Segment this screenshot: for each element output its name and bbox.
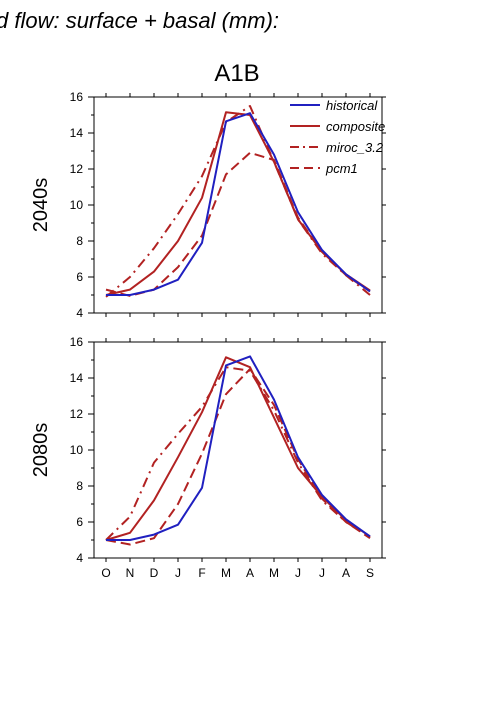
series-line-historical	[106, 355, 371, 541]
y-tick-label: 16	[70, 90, 84, 104]
y-tick-label: 16	[70, 335, 84, 349]
y-tick-label: 12	[70, 162, 84, 176]
series-line-miroc_3.2	[105, 366, 371, 541]
x-tick-label: D	[150, 566, 159, 580]
y-tick-label: 10	[70, 443, 84, 457]
y-tick-label: 6	[76, 515, 83, 529]
legend-label-historical: historical	[326, 98, 378, 113]
x-tick-label: N	[126, 566, 135, 580]
series-line-pcm1	[105, 368, 371, 546]
series-line-composite	[105, 356, 371, 541]
series-line-historical	[106, 112, 371, 296]
legend-label-pcm1: pcm1	[325, 161, 358, 176]
series-line-miroc_3.2	[105, 105, 371, 298]
y-tick-label: 8	[76, 479, 83, 493]
y-tick-label: 14	[70, 371, 84, 385]
legend-label-miroc_3.2: miroc_3.2	[326, 140, 384, 155]
x-tick-label: J	[295, 566, 301, 580]
plot-frame	[93, 341, 383, 559]
legend: historical composite miroc_3.2 pcm1	[290, 98, 385, 176]
x-tick-label: S	[366, 566, 374, 580]
x-tick-label: F	[198, 566, 205, 580]
x-tick-label: O	[101, 566, 110, 580]
y-tick-label: 12	[70, 407, 84, 421]
x-tick-label: M	[269, 566, 279, 580]
panel-label: 2080s	[30, 423, 52, 478]
figure-title: d flow: surface + basal (mm):	[0, 8, 279, 33]
panel-2080s: 4 6 8 10 12 14 16 O N D J F M A M J J A S 2080s	[30, 335, 386, 580]
y-tick-label: 10	[70, 198, 84, 212]
x-tick-label: A	[342, 566, 350, 580]
panel-label: 2040s	[30, 178, 52, 233]
y-tick-label: 6	[76, 270, 83, 284]
x-tick-label: A	[246, 566, 254, 580]
legend-label-composite: composite	[326, 119, 385, 134]
panel-2040s: 4 6 8 10 12 14 16 2040s historical composite miroc…	[30, 90, 386, 320]
scenario-label: A1B	[214, 60, 259, 87]
y-tick-label: 14	[70, 126, 84, 140]
x-tick-label: J	[319, 566, 325, 580]
x-tick-label: M	[221, 566, 231, 580]
y-tick-label: 4	[76, 551, 83, 565]
x-tick-label: J	[175, 566, 181, 580]
y-tick-label: 4	[76, 306, 83, 320]
y-tick-label: 8	[76, 234, 83, 248]
chart-panels: 4 6 8 10 12 14 16 2040s historical composite miroc…	[30, 90, 386, 580]
